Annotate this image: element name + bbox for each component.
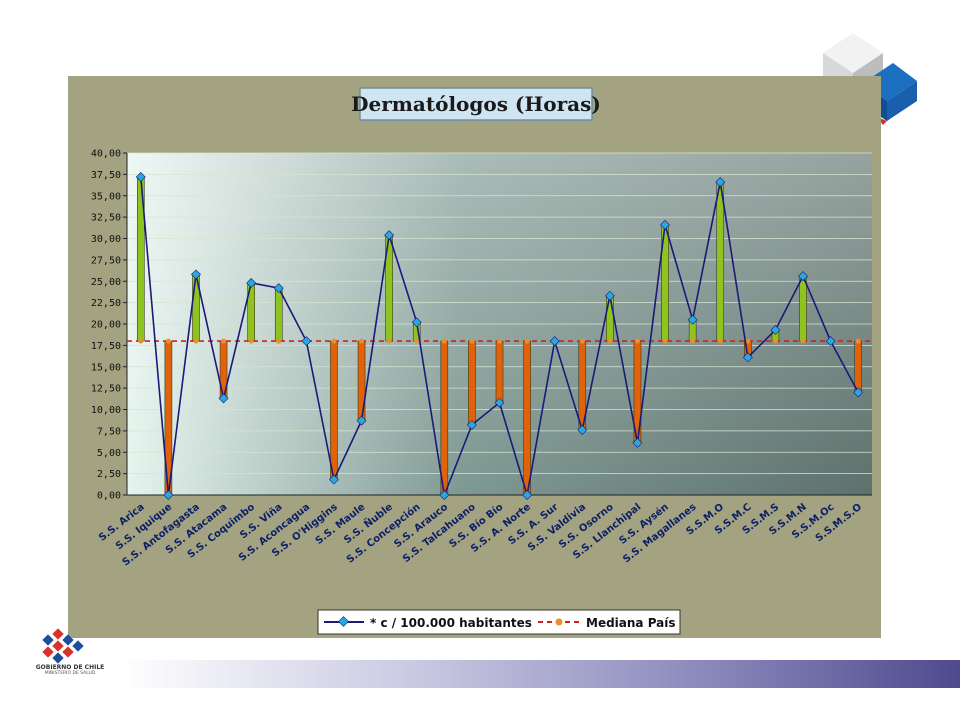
- series-point: [522, 490, 533, 500]
- series-point: [577, 425, 588, 435]
- median-point: [662, 338, 668, 344]
- series-point: [742, 352, 753, 363]
- y-tick-label: 0,00: [97, 491, 121, 502]
- median-point: [634, 338, 640, 344]
- legend-median-label: Mediana País: [586, 616, 676, 630]
- median-point: [248, 338, 254, 344]
- series-point: [301, 336, 312, 347]
- median-point: [690, 338, 696, 344]
- legend: * c / 100.000 habitantes Mediana País: [317, 609, 681, 635]
- median-point: [165, 338, 171, 344]
- median-point: [469, 338, 475, 344]
- y-tick-label: 32,50: [91, 213, 121, 224]
- series-point: [604, 290, 615, 301]
- y-tick-label: 30,00: [91, 234, 121, 245]
- median-point: [745, 338, 751, 344]
- bar: [716, 181, 725, 342]
- series-point: [218, 393, 229, 404]
- series-point: [632, 437, 643, 448]
- y-tick-label: 22,50: [91, 298, 121, 309]
- bar: [330, 340, 338, 480]
- gobierno-chile-logo-icon: [42, 628, 84, 664]
- bar: [468, 340, 476, 426]
- y-tick-label: 7,50: [97, 426, 121, 437]
- bar: [274, 287, 283, 342]
- series-point: [246, 278, 257, 288]
- median-point: [855, 338, 861, 344]
- y-tick-label: 27,50: [91, 255, 121, 266]
- series-point: [163, 490, 174, 500]
- series-point: [494, 397, 505, 408]
- y-tick-label: 35,00: [91, 191, 121, 202]
- y-tick-label: 2,50: [97, 469, 121, 480]
- median-point: [276, 338, 282, 344]
- median-point: [772, 338, 778, 344]
- series-point: [439, 490, 450, 500]
- series-point: [466, 419, 477, 430]
- series-point: [660, 219, 671, 230]
- median-line: [127, 338, 872, 344]
- org-subtitle: MINISTERIO DE SALUD: [44, 671, 96, 676]
- median-point: [497, 338, 502, 344]
- series-point: [356, 415, 367, 426]
- median-point: [579, 338, 585, 344]
- median-point: [331, 338, 337, 344]
- bar: [799, 275, 807, 342]
- series-point: [411, 317, 422, 328]
- y-tick-label: 10,00: [91, 405, 121, 416]
- series-point: [191, 269, 201, 280]
- chart-title-box: Dermatólogos (Horas): [351, 87, 601, 121]
- legend-series-label: * c / 100.000 habitantes: [370, 616, 532, 630]
- median-point: [607, 338, 613, 344]
- org-name: GOBIERNO DE CHILE: [35, 664, 105, 671]
- series-point: [328, 474, 339, 485]
- median-point: [359, 338, 365, 344]
- median-point: [441, 338, 447, 344]
- bar: [854, 340, 863, 393]
- bar: [495, 340, 504, 403]
- chart-title: Dermatólogos (Horas): [351, 92, 601, 116]
- y-tick-label: 12,50: [91, 384, 121, 395]
- series-point: [770, 325, 781, 335]
- median-point: [386, 338, 392, 344]
- y-tick-label: 37,50: [91, 170, 121, 181]
- series-point: [687, 314, 698, 325]
- footer-gradient-bar: [120, 660, 960, 688]
- series-point: [273, 283, 284, 294]
- y-tick-label: 20,00: [91, 320, 121, 331]
- bars: [136, 176, 863, 496]
- series-point: [853, 387, 864, 398]
- series-point: [384, 230, 395, 241]
- median-point: [800, 338, 806, 344]
- median-point: [193, 338, 199, 344]
- bar: [523, 340, 531, 496]
- bar: [606, 295, 614, 342]
- bar: [440, 340, 449, 496]
- y-tick-label: 40,00: [91, 149, 121, 160]
- y-tick-label: 25,00: [91, 277, 121, 288]
- median-point: [717, 338, 723, 344]
- series-point: [135, 171, 146, 182]
- series-line: [135, 171, 864, 500]
- y-tick-label: 17,50: [91, 341, 121, 352]
- series-point: [825, 336, 836, 347]
- median-point: [414, 338, 420, 344]
- series-point: [549, 336, 560, 347]
- y-axis: 0,00 2,50 5,00 7,50 10,00 12,50 15,00 17,50 20,0…: [91, 149, 872, 502]
- series-point: [798, 271, 808, 282]
- median-point: [221, 338, 227, 344]
- median-point: [138, 338, 144, 344]
- series-point: [715, 177, 726, 188]
- median-point: [524, 338, 530, 344]
- y-tick-label: 15,00: [91, 362, 121, 373]
- y-tick-label: 5,00: [97, 448, 121, 459]
